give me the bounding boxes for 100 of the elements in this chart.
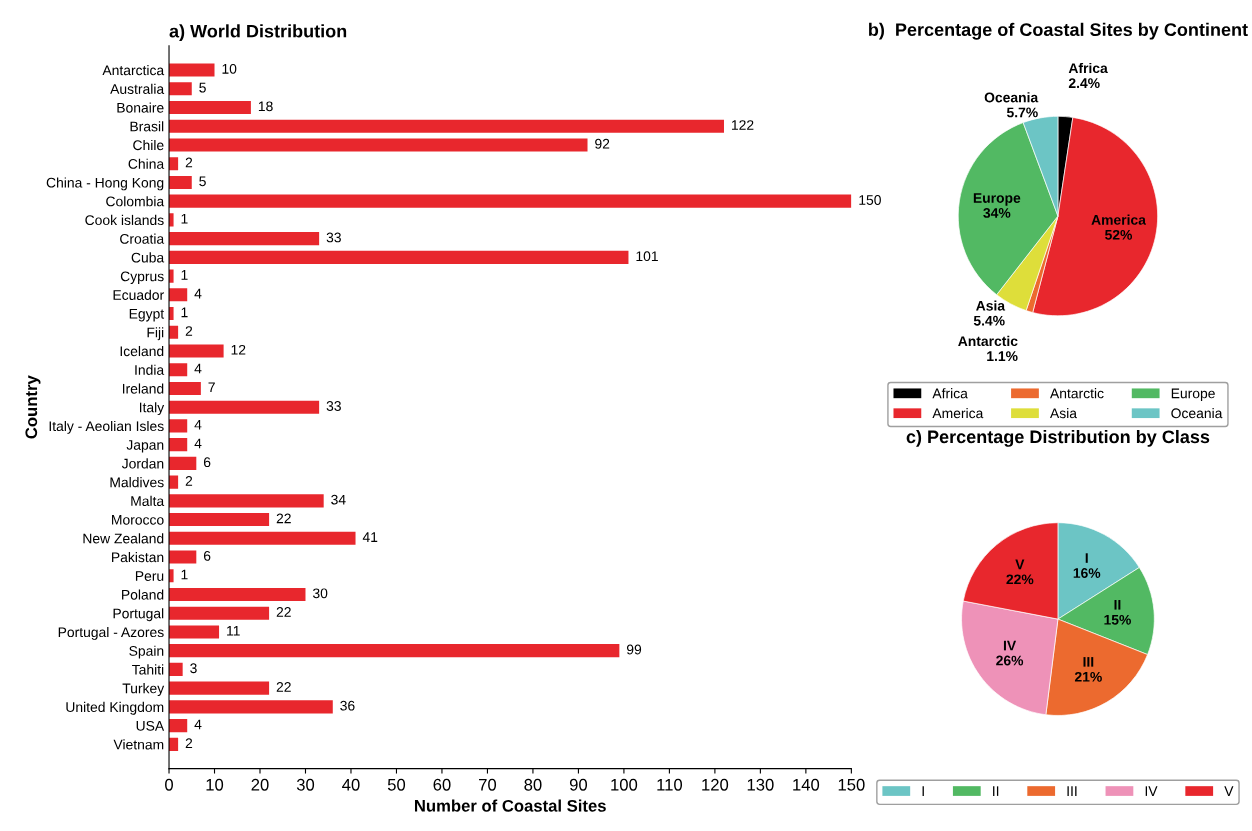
bar (169, 494, 324, 508)
x-tick-label: 10 (206, 778, 224, 791)
y-tick-label: Ireland (122, 383, 164, 394)
bar (169, 175, 192, 189)
slice-label: IV (1003, 640, 1017, 651)
data-label: 11 (227, 625, 240, 636)
x-tick-label: 50 (387, 778, 406, 791)
bar (169, 587, 306, 602)
x-tick-label: 70 (479, 778, 497, 791)
bar (169, 662, 183, 676)
x-tick-label: 0 (165, 778, 173, 791)
x-tick-label: 130 (747, 778, 774, 791)
data-label: 7 (208, 382, 215, 393)
data-label: 34 (331, 494, 346, 505)
bar (169, 344, 224, 358)
y-tick-label: Morocco (112, 515, 164, 525)
data-label: 5.4% (973, 315, 1005, 326)
slice-label: Asia (976, 300, 1006, 311)
y-tick-label: Peru (135, 571, 164, 581)
x-tick-label: 120 (702, 778, 729, 791)
data-label: 22 (276, 607, 291, 617)
bar (169, 400, 320, 414)
data-label: 92 (595, 138, 610, 149)
y-tick-label: Portugal - Azores (58, 626, 164, 640)
data-label: 99 (626, 644, 642, 655)
data-label: 5 (199, 176, 206, 187)
bar (169, 438, 188, 452)
y-tick-label: Jordan (121, 458, 164, 469)
legend-label: I (922, 786, 924, 796)
y-tick-label: Croatia (120, 233, 165, 244)
data-label: 21% (1074, 671, 1102, 682)
data-label: 15% (1104, 614, 1131, 625)
y-tick-label: Fiji (147, 327, 164, 341)
legend-label: V (1224, 786, 1234, 796)
legend-label: America (932, 408, 984, 419)
data-label: 22% (1006, 574, 1034, 585)
bar (169, 531, 356, 545)
y-tick-label: Portugal (113, 608, 164, 622)
y-tick-label: Turkey (122, 683, 165, 697)
legend-label: IV (1145, 786, 1158, 796)
x-tick-label: 80 (524, 778, 542, 791)
slice-label: America (1091, 214, 1146, 225)
data-label: 1 (181, 569, 188, 580)
y-tick-label: New Zealand (83, 533, 164, 544)
data-label: 2 (185, 476, 193, 486)
slice-label: I (1085, 553, 1088, 563)
bar (169, 625, 220, 639)
x-tick-label: 110 (657, 778, 683, 791)
data-label: 52% (1105, 229, 1133, 240)
data-label: 12 (231, 344, 246, 355)
chart-title: b) Percentage of Coastal Sites by Continent (869, 22, 1248, 40)
x-tick-label: 150 (838, 778, 865, 791)
y-tick-label: Vietnam (113, 739, 164, 750)
y-tick-label: Italy - Aeolian Isles (49, 420, 164, 434)
y-tick-label: Bonaire (117, 102, 164, 113)
bar (169, 119, 724, 133)
data-label: 26% (996, 655, 1024, 666)
data-label: 4 (194, 363, 202, 374)
data-label: 30 (312, 588, 328, 599)
data-label: 1 (181, 307, 188, 318)
data-label: 101 (636, 251, 658, 262)
bar (169, 100, 251, 115)
y-tick-label: Brasil (130, 121, 164, 132)
y-tick-label: Egypt (129, 309, 165, 322)
y-tick-label: Tahiti (132, 664, 164, 675)
y-tick-label: Poland (122, 589, 164, 600)
y-tick-label: Chile (133, 139, 164, 151)
y-tick-label: United Kingdom (66, 701, 164, 715)
chart-title: a) World Distribution (169, 24, 347, 42)
chart-title: c) Percentage Distribution by Class (906, 429, 1210, 447)
x-tick-label: 140 (793, 778, 820, 791)
bar (169, 63, 215, 77)
y-tick-label: India (135, 364, 165, 375)
y-tick-label: Pakistan (112, 552, 164, 563)
slice-label: Oceania (984, 92, 1039, 103)
data-label: 33 (326, 401, 341, 411)
data-label: 1 (181, 270, 188, 280)
legend-label: Africa (932, 388, 968, 399)
bar (169, 644, 620, 658)
x-tick-label: 20 (251, 778, 269, 791)
bar (169, 719, 188, 733)
data-label: 36 (340, 700, 355, 711)
data-label: 5 (199, 82, 206, 93)
y-tick-label: Iceland (120, 345, 164, 357)
bar (169, 250, 629, 264)
bar (169, 456, 197, 470)
data-label: 6 (203, 550, 211, 561)
y-tick-label: Maldives (110, 477, 164, 488)
y-tick-label: Australia (110, 83, 165, 94)
y-tick-label: China (128, 158, 165, 169)
legend-label: II (993, 786, 999, 796)
data-label: 4 (194, 419, 202, 430)
bar (169, 138, 588, 152)
data-label: 4 (194, 288, 202, 299)
data-label: 2.4% (1068, 78, 1100, 89)
slice-label: II (1114, 600, 1121, 610)
data-label: 5.7% (1006, 107, 1038, 118)
x-axis-title: Number of Coastal Sites (414, 799, 606, 812)
bar (169, 700, 333, 714)
data-label: 6 (203, 457, 211, 468)
